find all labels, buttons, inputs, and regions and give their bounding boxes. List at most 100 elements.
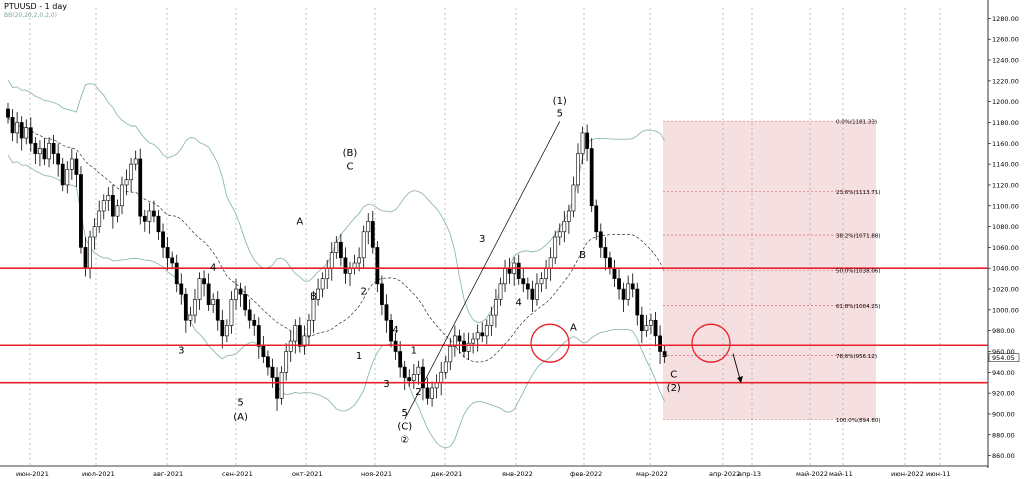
- candle-body: [553, 236, 558, 259]
- current-price-box: [988, 353, 1020, 362]
- candle-body: [10, 116, 15, 134]
- candle-body: [320, 278, 325, 290]
- candle-body: [380, 283, 384, 305]
- candle-body: [97, 210, 102, 227]
- candle-body: [188, 314, 193, 321]
- candle-body: [544, 267, 548, 279]
- wave-label: A: [570, 323, 577, 334]
- candle-body: [457, 335, 462, 342]
- candle-body: [211, 299, 216, 305]
- fibonacci-label: 61.8%(1004.25): [836, 304, 881, 310]
- wave-label: 4: [516, 298, 522, 309]
- candle-body: [562, 221, 567, 233]
- candle-body: [256, 325, 261, 347]
- candle-body: [398, 351, 403, 368]
- wave-label: 1: [356, 351, 362, 362]
- candle-body: [179, 283, 184, 295]
- candle-body: [548, 257, 553, 269]
- candle-body: [238, 288, 243, 295]
- wave-label: 4: [210, 262, 216, 273]
- candle-body: [525, 283, 530, 290]
- x-tick-label: июн-2021: [16, 470, 49, 478]
- candle-body: [279, 372, 284, 399]
- candle-body: [92, 226, 97, 238]
- candle-body: [361, 231, 366, 259]
- x-tick-label: мар-2022: [636, 470, 668, 478]
- x-tick-label: ноя-2021: [361, 470, 392, 478]
- wave-label: 4: [392, 325, 398, 336]
- candle-body: [439, 372, 444, 384]
- y-tick-label: 1160.00: [992, 140, 1019, 148]
- candle-body: [484, 325, 489, 337]
- candle-body: [24, 127, 29, 139]
- candle-body: [334, 241, 339, 253]
- wave-label: B: [579, 250, 586, 261]
- candle-body: [106, 195, 111, 201]
- candle-body: [375, 247, 380, 285]
- candle-body: [338, 241, 343, 259]
- y-tick-label: 1140.00: [992, 161, 1019, 169]
- candle-body: [234, 288, 238, 300]
- x-tick-label: июн-11: [926, 470, 951, 478]
- highlight-circle: [530, 323, 570, 363]
- candle-body: [156, 215, 161, 233]
- fibonacci-label: 38.2%(1071.88): [836, 234, 881, 240]
- y-tick-label: 860.00: [992, 452, 1015, 460]
- candle-body: [475, 332, 480, 340]
- candle-body: [115, 205, 120, 217]
- candle-body: [462, 340, 466, 352]
- candle-body: [612, 267, 617, 279]
- candle-body: [539, 278, 544, 285]
- x-tick-label: апр-2022: [709, 470, 740, 478]
- y-tick-label: 1200.00: [992, 98, 1019, 106]
- wave-label: 3: [479, 234, 485, 245]
- candle-body: [580, 132, 585, 155]
- candle-body: [51, 143, 56, 155]
- candle-body: [147, 210, 152, 222]
- wave-label: ②: [400, 435, 409, 446]
- candle-body: [197, 278, 202, 300]
- candle-body: [357, 257, 362, 264]
- candle-body: [480, 332, 485, 337]
- candle-body: [521, 278, 526, 285]
- x-tick-label: дек-2021: [431, 470, 462, 478]
- candle-body: [229, 299, 234, 326]
- candle-body: [635, 288, 640, 316]
- candle-body: [42, 148, 47, 160]
- candle-body: [566, 210, 571, 222]
- candle-body: [47, 143, 51, 160]
- x-tick-label: янв-2022: [502, 470, 533, 478]
- candle-body: [443, 361, 448, 373]
- candle-body: [571, 184, 576, 212]
- current-price-label: 954.05: [992, 354, 1015, 362]
- wave-label: 5: [402, 408, 408, 419]
- candle-body: [165, 247, 170, 259]
- candle-body: [416, 366, 421, 375]
- x-tick-label: апр-13: [738, 470, 761, 478]
- y-tick-label: 1060.00: [992, 244, 1019, 252]
- candle-body: [603, 247, 608, 259]
- candle-body: [247, 309, 252, 321]
- wave-label: (A): [233, 412, 248, 423]
- chart-subtitle: BB(20,20,2,0,2,0): [4, 12, 57, 19]
- candle-body: [653, 319, 658, 337]
- x-tick-label: май-2022: [796, 470, 828, 478]
- candle-body: [585, 132, 590, 149]
- candle-body: [311, 299, 316, 321]
- candle-body: [79, 174, 83, 248]
- fibonacci-label: 100.0%(894.80): [836, 418, 881, 424]
- candle-body: [69, 158, 74, 170]
- fibonacci-label: 0.0%(1181.33): [836, 120, 877, 126]
- candle-body: [626, 283, 631, 300]
- candle-body: [498, 283, 503, 300]
- y-tick-label: 1000.00: [992, 306, 1019, 314]
- candle-body: [503, 267, 507, 285]
- candle-body: [220, 319, 225, 337]
- candle-body: [275, 377, 279, 399]
- wave-label: 2: [360, 286, 366, 297]
- candle-body: [421, 366, 425, 389]
- candle-body: [407, 377, 412, 381]
- x-tick-label: июл-2021: [82, 470, 115, 478]
- candle-body: [266, 356, 270, 368]
